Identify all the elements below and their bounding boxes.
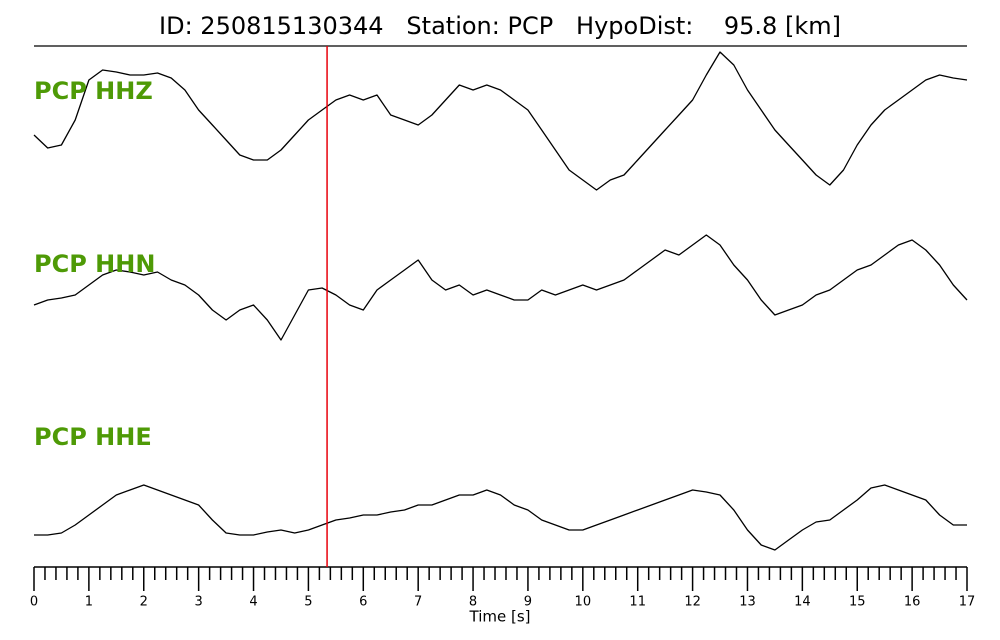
x-tick-label: 3 [195,595,203,610]
x-tick-label: 17 [959,595,976,610]
trace [33,234,968,341]
x-tick-label: 9 [524,595,532,610]
trace-label: PCP HHZ [34,77,153,105]
chart-title: ID: 250815130344 Station: PCP HypoDist: … [159,12,841,40]
x-tick-label: 16 [904,595,921,610]
x-tick-label: 11 [629,595,646,610]
x-tick-label: 5 [304,595,312,610]
x-tick-label: 14 [794,595,811,610]
x-tick-label: 2 [140,595,148,610]
x-tick-label: 10 [575,595,592,610]
x-tick-label: 1 [85,595,93,610]
x-axis-label: Time [s] [469,608,531,626]
x-tick-label: 6 [359,595,367,610]
trace [33,51,968,191]
x-tick-label: 15 [849,595,866,610]
trace-label: PCP HHN [34,250,155,278]
x-tick-label: 8 [469,595,477,610]
x-tick-label: 7 [414,595,422,610]
x-tick-label: 12 [684,595,701,610]
x-tick-label: 4 [249,595,257,610]
trace [34,484,967,551]
trace-label: PCP HHE [34,423,152,451]
x-tick-label: 0 [30,595,38,610]
x-tick-label: 13 [739,595,756,610]
